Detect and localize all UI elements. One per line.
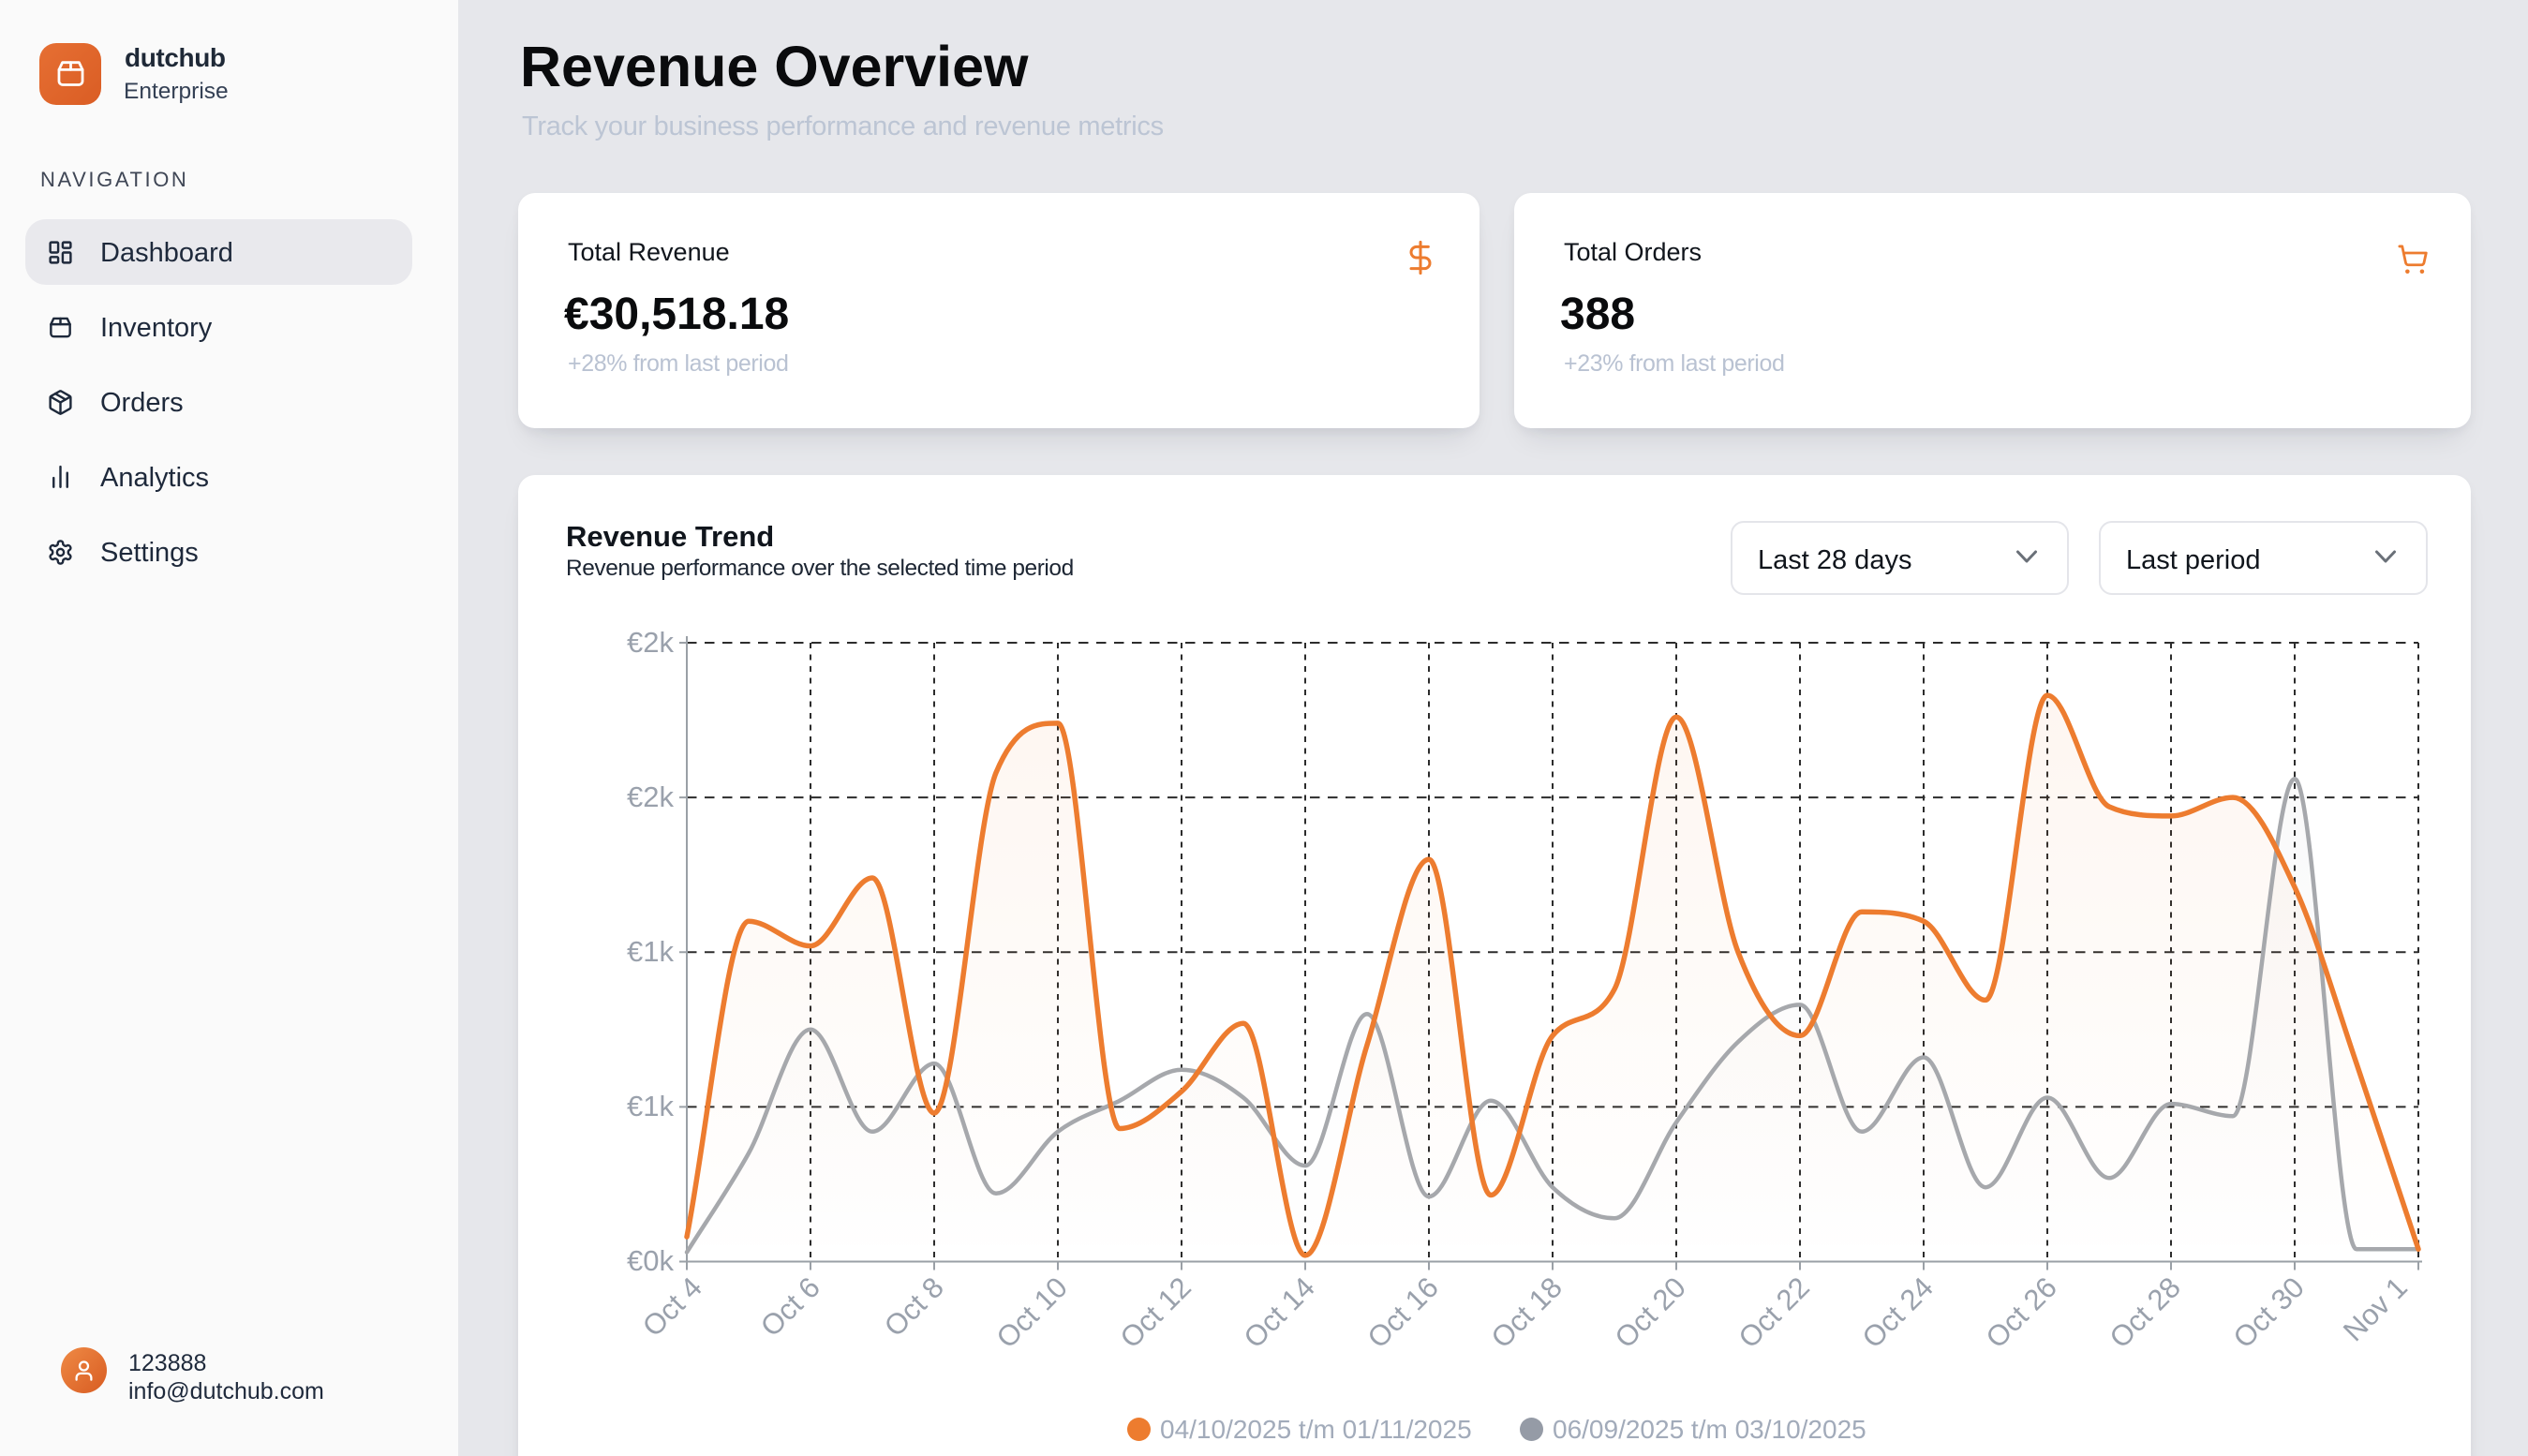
svg-text:€1k: €1k xyxy=(627,935,674,968)
svg-text:Oct 12: Oct 12 xyxy=(1114,1270,1197,1354)
svg-text:Oct 26: Oct 26 xyxy=(1980,1270,2063,1354)
svg-text:Oct 8: Oct 8 xyxy=(878,1270,950,1343)
svg-text:Oct 6: Oct 6 xyxy=(754,1270,826,1343)
svg-text:Nov 1: Nov 1 xyxy=(2337,1270,2414,1347)
svg-text:Oct 22: Oct 22 xyxy=(1732,1270,1816,1354)
svg-text:€0k: €0k xyxy=(627,1244,674,1277)
svg-text:Oct 20: Oct 20 xyxy=(1609,1270,1692,1354)
svg-text:Oct 30: Oct 30 xyxy=(2227,1270,2311,1354)
svg-text:Oct 18: Oct 18 xyxy=(1485,1270,1569,1354)
svg-text:Oct 14: Oct 14 xyxy=(1238,1270,1321,1354)
svg-text:€2k: €2k xyxy=(627,626,674,659)
svg-text:Oct 10: Oct 10 xyxy=(990,1270,1074,1354)
svg-text:€2k: €2k xyxy=(627,780,674,813)
svg-text:Oct 28: Oct 28 xyxy=(2104,1270,2187,1354)
svg-text:Oct 4: Oct 4 xyxy=(636,1270,708,1343)
svg-text:€1k: €1k xyxy=(627,1090,674,1122)
svg-text:Oct 24: Oct 24 xyxy=(1856,1270,1940,1354)
svg-text:Oct 16: Oct 16 xyxy=(1361,1270,1445,1354)
